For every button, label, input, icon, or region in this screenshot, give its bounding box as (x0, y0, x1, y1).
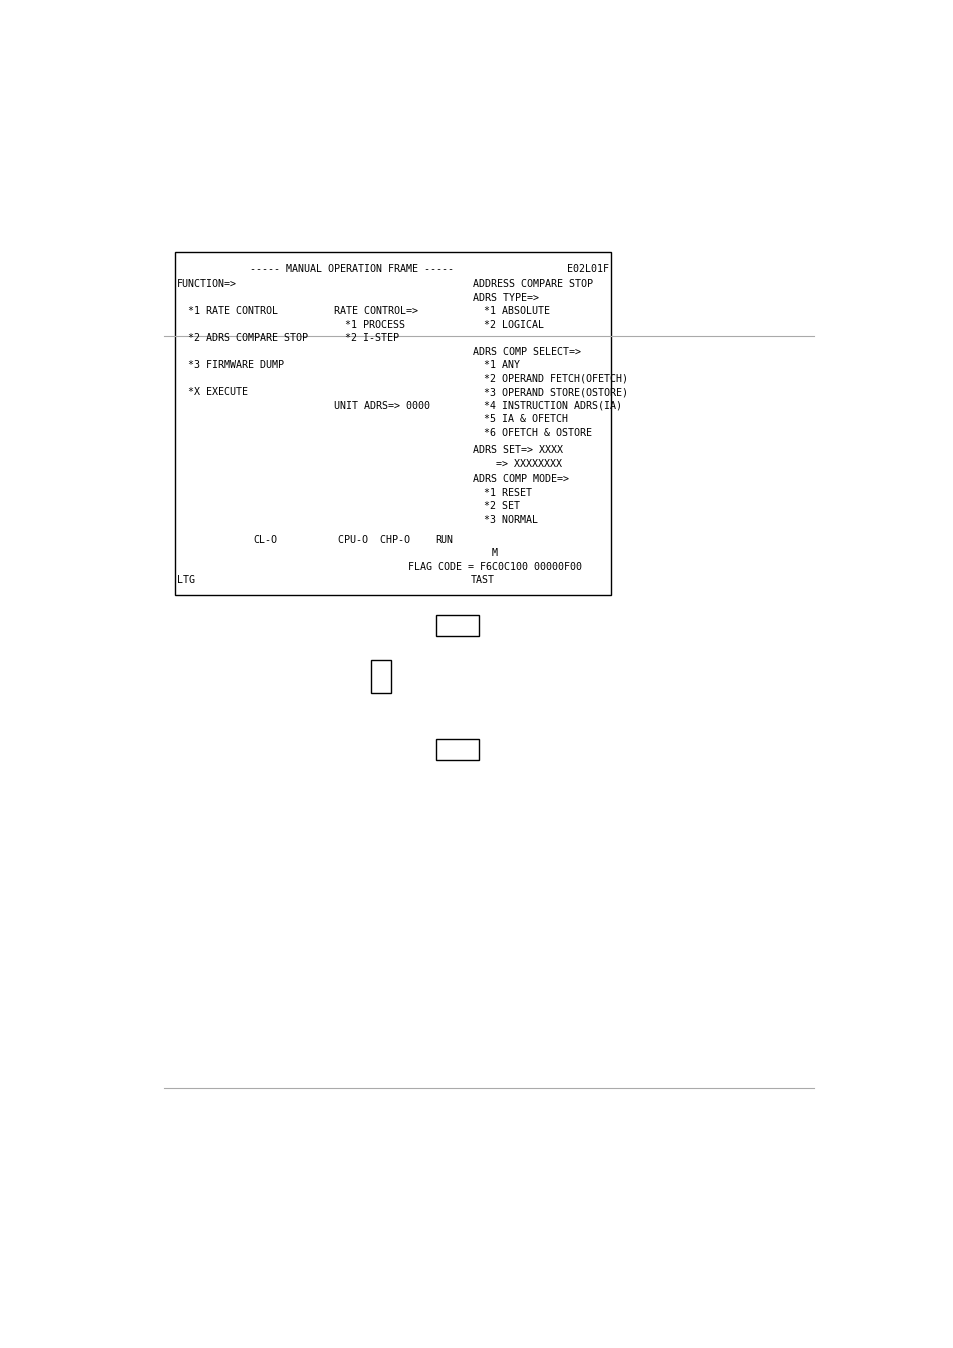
Text: *2 OPERAND FETCH(OFETCH): *2 OPERAND FETCH(OFETCH) (484, 373, 628, 384)
Text: E02L01F: E02L01F (566, 264, 608, 274)
Text: M: M (491, 549, 497, 558)
Text: *5 IA & OFETCH: *5 IA & OFETCH (484, 414, 568, 425)
Text: *4 INSTRUCTION ADRS(IA): *4 INSTRUCTION ADRS(IA) (484, 400, 622, 411)
Bar (370, 661, 391, 693)
Text: => XXXXXXXX: => XXXXXXXX (496, 458, 561, 469)
Text: TAST: TAST (470, 576, 494, 585)
Text: *1 PROCESS: *1 PROCESS (345, 319, 405, 330)
Text: *1 RATE CONTROL: *1 RATE CONTROL (188, 306, 277, 317)
Text: *X EXECUTE: *X EXECUTE (188, 387, 248, 398)
Bar (436, 615, 478, 636)
Text: *2 ADRS COMPARE STOP: *2 ADRS COMPARE STOP (188, 333, 308, 344)
Text: *3 NORMAL: *3 NORMAL (484, 515, 537, 524)
Text: ADRS TYPE=>: ADRS TYPE=> (472, 293, 538, 303)
Text: RUN: RUN (436, 535, 454, 545)
Text: ADRS COMP MODE=>: ADRS COMP MODE=> (472, 474, 568, 484)
Text: ADRS COMP SELECT=>: ADRS COMP SELECT=> (472, 346, 580, 357)
Bar (174, 252, 610, 594)
Bar (436, 739, 478, 760)
Text: CL-O: CL-O (253, 535, 277, 545)
Text: LTG: LTG (176, 576, 194, 585)
Text: *3 FIRMWARE DUMP: *3 FIRMWARE DUMP (188, 360, 284, 371)
Text: *2 SET: *2 SET (484, 501, 520, 511)
Text: UNIT ADRS=> 0000: UNIT ADRS=> 0000 (334, 400, 429, 411)
Text: *6 OFETCH & OSTORE: *6 OFETCH & OSTORE (484, 427, 592, 438)
Text: *1 RESET: *1 RESET (484, 488, 532, 497)
Text: FLAG CODE = F6C0C100 00000F00: FLAG CODE = F6C0C100 00000F00 (407, 562, 581, 572)
Text: FUNCTION=>: FUNCTION=> (176, 279, 236, 290)
Text: *3 OPERAND STORE(OSTORE): *3 OPERAND STORE(OSTORE) (484, 387, 628, 398)
Text: *1 ABSOLUTE: *1 ABSOLUTE (484, 306, 550, 317)
Text: *2 I-STEP: *2 I-STEP (345, 333, 399, 344)
Text: ADRS SET=> XXXX: ADRS SET=> XXXX (472, 445, 562, 456)
Text: RATE CONTROL=>: RATE CONTROL=> (334, 306, 417, 317)
Text: CPU-O  CHP-O: CPU-O CHP-O (337, 535, 410, 545)
Text: ADDRESS COMPARE STOP: ADDRESS COMPARE STOP (472, 279, 592, 290)
Text: *2 LOGICAL: *2 LOGICAL (484, 319, 544, 330)
Text: ----- MANUAL OPERATION FRAME -----: ----- MANUAL OPERATION FRAME ----- (250, 264, 454, 274)
Text: *1 ANY: *1 ANY (484, 360, 520, 371)
